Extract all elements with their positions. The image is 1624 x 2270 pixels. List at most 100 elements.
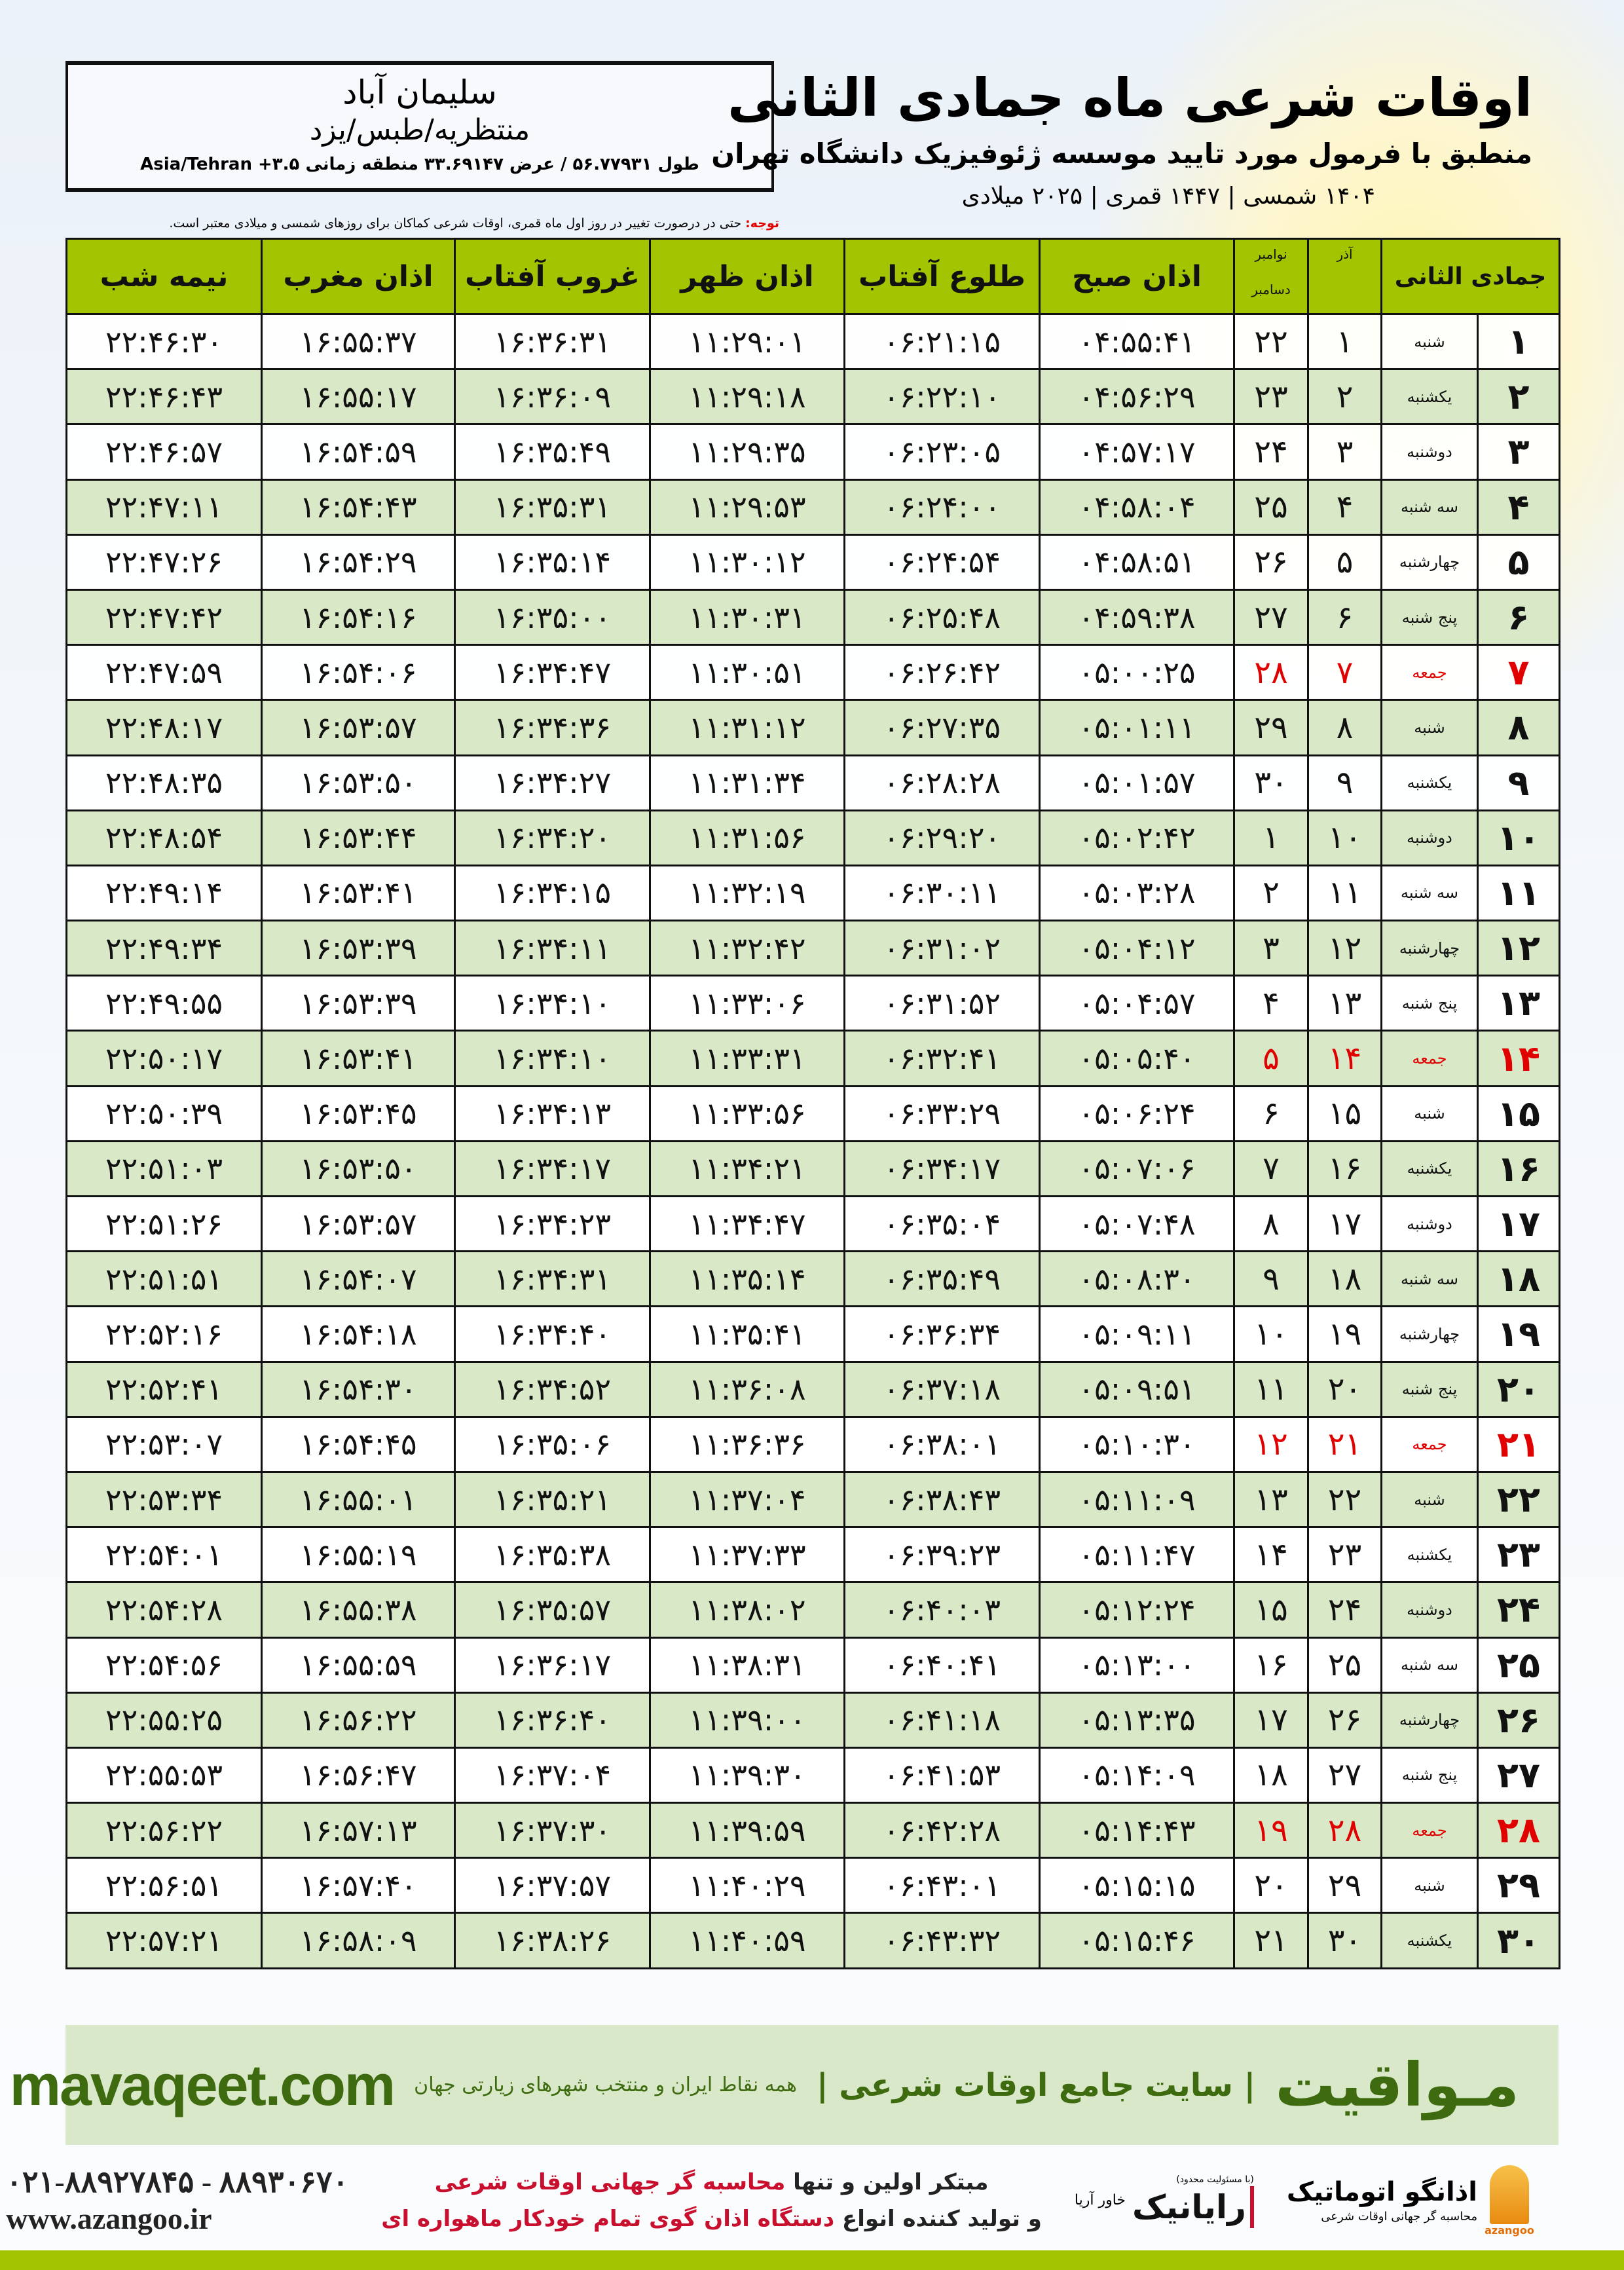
cell-azar: ۱۶ — [1307, 1140, 1382, 1198]
cell-weekday: جمعه — [1380, 1802, 1479, 1859]
cell-weekday: جمعه — [1380, 644, 1479, 701]
col-greg-top: نوامبر — [1255, 246, 1287, 262]
cell-hijri: ۸ — [1477, 699, 1561, 756]
cell-sunrise: ۰۶:۴۰:۰۳ — [843, 1581, 1041, 1639]
cell-dhuhr: ۱۱:۲۹:۱۸ — [649, 368, 845, 426]
col-hijri: جمادی الثانی — [1380, 238, 1561, 315]
azangoo-name: اذانگو اتوماتیک — [1286, 2177, 1477, 2207]
cell-fajr: ۰۵:۰۴:۱۲ — [1039, 920, 1235, 977]
cell-sunrise: ۰۶:۳۵:۴۹ — [843, 1250, 1041, 1308]
table-row: ۲۱ جمعه ۲۱ ۱۲ ۰۵:۱۰:۳۰ ۰۶:۳۸:۰۱ ۱۱:۳۶:۳۶ ۱۶:۳۵:… — [65, 1415, 1561, 1473]
cell-maghrib: ۱۶:۵۴:۴۵ — [261, 1415, 456, 1473]
cell-fajr: ۰۴:۵۵:۴۱ — [1039, 312, 1235, 371]
cell-weekday: دوشنبه — [1380, 809, 1479, 866]
cell-hijri: ۲۱ — [1477, 1415, 1561, 1473]
promo-website-link[interactable]: mavaqeet.com — [9, 2052, 396, 2117]
cell-fajr: ۰۵:۰۰:۲۵ — [1039, 644, 1235, 701]
cell-fajr: ۰۵:۱۲:۲۴ — [1039, 1581, 1235, 1639]
cell-midnight: ۲۲:۵۶:۲۲ — [65, 1802, 263, 1859]
cell-maghrib: ۱۶:۵۴:۰۷ — [261, 1250, 456, 1308]
cell-hijri: ۲۵ — [1477, 1636, 1561, 1694]
cell-dhuhr: ۱۱:۴۰:۲۹ — [649, 1857, 845, 1914]
table-row: ۲۳ یکشنبه ۲۳ ۱۴ ۰۵:۱۱:۴۷ ۰۶:۳۹:۲۳ ۱۱:۳۷:۳۳ ۱۶:۳… — [65, 1526, 1561, 1584]
cell-greg: ۲۴ — [1233, 423, 1309, 481]
cell-midnight: ۲۲:۵۳:۳۴ — [65, 1470, 263, 1529]
table-row: ۷ جمعه ۷ ۲۸ ۰۵:۰۰:۲۵ ۰۶:۲۶:۴۲ ۱۱:۳۰:۵۱ ۱۶:۳۴:۴۷… — [65, 644, 1561, 701]
cell-sunset: ۱۶:۳۵:۳۸ — [454, 1526, 651, 1584]
cell-greg: ۲۰ — [1233, 1857, 1309, 1914]
cell-greg: ۱۳ — [1233, 1470, 1309, 1529]
cell-hijri: ۳۰ — [1477, 1912, 1561, 1969]
cell-sunset: ۱۶:۳۷:۵۷ — [454, 1857, 651, 1914]
cell-sunrise: ۰۶:۳۲:۴۱ — [843, 1030, 1041, 1087]
cell-maghrib: ۱۶:۵۴:۳۰ — [261, 1360, 456, 1418]
cell-maghrib: ۱۶:۵۳:۴۴ — [261, 809, 456, 866]
cell-midnight: ۲۲:۴۷:۱۱ — [65, 478, 263, 536]
cell-maghrib: ۱۶:۵۵:۱۹ — [261, 1526, 456, 1584]
table-row: ۱۵ شنبه ۱۵ ۶ ۰۵:۰۶:۲۴ ۰۶:۳۳:۲۹ ۱۱:۳۳:۵۶ ۱۶:۳۴:۱… — [65, 1085, 1561, 1142]
cell-weekday: جمعه — [1380, 1415, 1479, 1473]
cell-hijri: ۲۹ — [1477, 1857, 1561, 1914]
cell-greg: ۷ — [1233, 1140, 1309, 1198]
col-gregorian: نوامبر دسامبر — [1233, 238, 1309, 315]
cell-midnight: ۲۲:۵۴:۵۶ — [65, 1636, 263, 1694]
cell-dhuhr: ۱۱:۳۷:۰۴ — [649, 1470, 845, 1529]
cell-sunrise: ۰۶:۳۵:۰۴ — [843, 1195, 1041, 1253]
footer-website-link[interactable]: www.azangoo.ir — [6, 2202, 212, 2235]
cell-weekday: یکشنبه — [1380, 754, 1479, 811]
cell-azar: ۲۵ — [1307, 1636, 1382, 1694]
cell-sunset: ۱۶:۳۴:۲۷ — [454, 754, 651, 811]
cell-greg: ۲۳ — [1233, 368, 1309, 426]
coordinates: طول ۵۶.۷۷۹۳۱ / عرض ۳۳.۶۹۱۴۷ منطقه زمانی … — [140, 155, 699, 174]
cell-greg: ۲۱ — [1233, 1912, 1309, 1969]
cell-dhuhr: ۱۱:۳۲:۴۲ — [649, 920, 845, 977]
rayanik-tag: (با مسئولیت محدود) — [1176, 2174, 1254, 2185]
cell-midnight: ۲۲:۴۷:۲۶ — [65, 533, 263, 591]
cell-greg: ۶ — [1233, 1085, 1309, 1142]
cell-weekday: سه شنبه — [1380, 1636, 1479, 1694]
cell-maghrib: ۱۶:۵۴:۰۶ — [261, 644, 456, 701]
cell-dhuhr: ۱۱:۳۸:۰۲ — [649, 1581, 845, 1639]
cell-hijri: ۷ — [1477, 644, 1561, 701]
cell-fajr: ۰۵:۰۷:۰۶ — [1039, 1140, 1235, 1198]
cell-dhuhr: ۱۱:۳۰:۳۱ — [649, 588, 845, 646]
cell-midnight: ۲۲:۴۸:۵۴ — [65, 809, 263, 866]
cell-sunset: ۱۶:۳۴:۲۰ — [454, 809, 651, 866]
page-title: اوقات شرعی ماه جمادی الثانی — [727, 67, 1532, 128]
cell-sunset: ۱۶:۳۵:۲۱ — [454, 1470, 651, 1529]
cell-dhuhr: ۱۱:۳۵:۴۱ — [649, 1305, 845, 1363]
table-row: ۹ یکشنبه ۹ ۳۰ ۰۵:۰۱:۵۷ ۰۶:۲۸:۲۸ ۱۱:۳۱:۳۴ ۱۶:۳۴:… — [65, 754, 1561, 811]
cell-azar: ۳ — [1307, 423, 1382, 481]
azangoo-tag: محاسبه گر جهانی اوقات شرعی — [1321, 2210, 1477, 2223]
cell-azar: ۱۲ — [1307, 920, 1382, 977]
cell-fajr: ۰۵:۰۹:۱۱ — [1039, 1305, 1235, 1363]
cell-dhuhr: ۱۱:۳۳:۵۶ — [649, 1085, 845, 1142]
table-row: ۲۷ پنج شنبه ۲۷ ۱۸ ۰۵:۱۴:۰۹ ۰۶:۴۱:۵۳ ۱۱:۳۹:۳۰ ۱۶… — [65, 1746, 1561, 1804]
table-row: ۲۹ شنبه ۲۹ ۲۰ ۰۵:۱۵:۱۵ ۰۶:۴۳:۰۱ ۱۱:۴۰:۲۹ ۱۶:۳۷:… — [65, 1857, 1561, 1914]
cell-hijri: ۱۶ — [1477, 1140, 1561, 1198]
cell-fajr: ۰۵:۱۰:۳۰ — [1039, 1415, 1235, 1473]
table-row: ۱۸ سه شنبه ۱۸ ۹ ۰۵:۰۸:۳۰ ۰۶:۳۵:۴۹ ۱۱:۳۵:۱۴ ۱۶:۳… — [65, 1250, 1561, 1308]
cell-sunrise: ۰۶:۳۶:۳۴ — [843, 1305, 1041, 1363]
cell-greg: ۲ — [1233, 864, 1309, 922]
cell-weekday: پنج شنبه — [1380, 975, 1479, 1032]
azangoo-text: اذانگو اتوماتیک محاسبه گر جهانی اوقات شر… — [1287, 2176, 1477, 2225]
page-subtitle: منطبق با فرمول مورد تایید موسسه ژئوفیزیک… — [711, 138, 1532, 170]
cell-azar: ۱۴ — [1307, 1030, 1382, 1087]
cell-maghrib: ۱۶:۵۳:۴۵ — [261, 1085, 456, 1142]
cell-sunrise: ۰۶:۴۲:۲۸ — [843, 1802, 1041, 1859]
cell-sunrise: ۰۶:۳۸:۴۳ — [843, 1470, 1041, 1529]
cell-dhuhr: ۱۱:۳۳:۳۱ — [649, 1030, 845, 1087]
cell-sunset: ۱۶:۳۴:۳۶ — [454, 699, 651, 756]
cell-dhuhr: ۱۱:۲۹:۰۱ — [649, 312, 845, 371]
cell-sunset: ۱۶:۳۷:۰۴ — [454, 1746, 651, 1804]
year-line: ۱۴۰۴ شمسی | ۱۴۴۷ قمری | ۲۰۲۵ میلادی — [961, 183, 1375, 210]
cell-fajr: ۰۵:۰۲:۴۲ — [1039, 809, 1235, 866]
cell-midnight: ۲۲:۵۷:۲۱ — [65, 1912, 263, 1969]
table-row: ۳۰ یکشنبه ۳۰ ۲۱ ۰۵:۱۵:۴۶ ۰۶:۴۳:۳۲ ۱۱:۴۰:۵۹ ۱۶:۳… — [65, 1912, 1561, 1969]
cell-weekday: شنبه — [1380, 1085, 1479, 1142]
cell-fajr: ۰۵:۰۸:۳۰ — [1039, 1250, 1235, 1308]
cell-sunset: ۱۶:۳۶:۴۰ — [454, 1691, 651, 1749]
cell-sunset: ۱۶:۳۴:۱۵ — [454, 864, 651, 922]
cell-weekday: چهارشنبه — [1380, 533, 1479, 591]
